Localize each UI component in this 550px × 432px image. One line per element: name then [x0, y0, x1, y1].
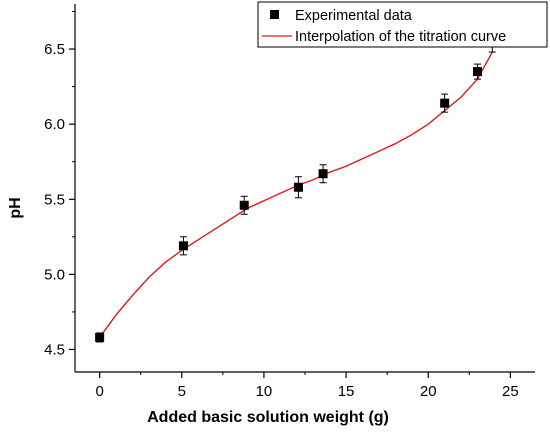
y-tick-label-5.0: 5.0 — [44, 266, 65, 283]
legend-label-interpolation: Interpolation of the titration curve — [295, 29, 506, 45]
x-tick-label-10: 10 — [256, 383, 273, 400]
x-tick-label-25: 25 — [502, 383, 519, 400]
x-tick-label-5: 5 — [178, 383, 186, 400]
legend-label-experimental: Experimental data — [295, 8, 413, 24]
data-points-layer — [95, 27, 497, 343]
interpolation-curve-line — [99, 51, 493, 338]
data-point — [318, 169, 328, 179]
x-axis: 0 5 10 15 20 25 — [95, 372, 519, 400]
legend-box — [257, 1, 548, 48]
y-axis: 4.5 5.0 5.5 6.0 6.5 — [44, 11, 75, 358]
plot-frame — [74, 4, 535, 373]
y-tick-label-6.5: 6.5 — [44, 41, 65, 58]
data-point — [95, 332, 105, 342]
y-axis-title: pH — [7, 197, 24, 218]
data-point — [293, 182, 303, 192]
y-tick-label-6.0: 6.0 — [44, 116, 65, 133]
data-point — [473, 67, 482, 77]
x-axis-title: Added basic solution weight (g) — [147, 409, 389, 426]
x-tick-label-20: 20 — [420, 383, 437, 400]
legend: Experimental data Interpolation of the t… — [257, 1, 548, 48]
data-point — [178, 241, 188, 251]
interpolation-layer — [99, 51, 493, 338]
data-point — [440, 98, 450, 108]
x-tick-label-15: 15 — [338, 383, 355, 400]
data-point — [239, 200, 249, 210]
x-tick-label-0: 0 — [95, 383, 103, 400]
y-tick-label-4.5: 4.5 — [44, 341, 65, 358]
y-tick-label-5.5: 5.5 — [44, 191, 65, 208]
legend-marker-square — [270, 10, 279, 19]
